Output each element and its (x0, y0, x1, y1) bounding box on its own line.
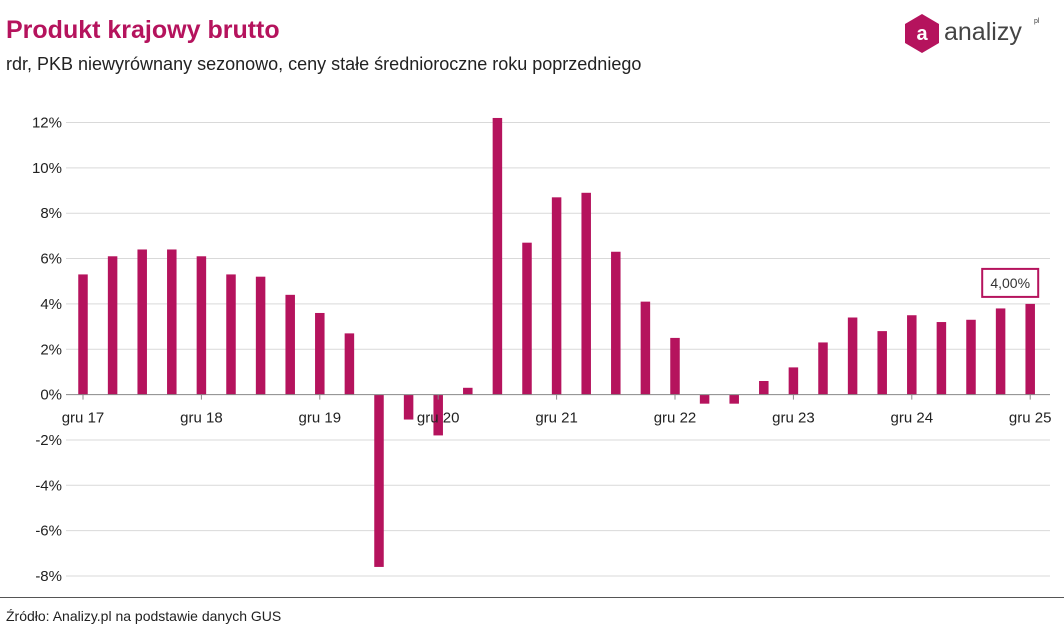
gdp-bar-chart: 12% 10% 8% 6% 4% 2% 0% -2% -4% -6% -8% gru 17 gru 18… (32, 115, 1052, 586)
logo-text: analizy (944, 18, 1022, 46)
bar (344, 333, 355, 395)
bar (137, 249, 147, 395)
bar (255, 276, 266, 395)
bar (611, 251, 621, 395)
y-tick-label: 12% (32, 115, 62, 132)
bar (167, 249, 177, 395)
logo-sup: pl (1034, 18, 1040, 25)
y-tick-label: 10% (32, 160, 62, 177)
source-divider (0, 597, 1064, 598)
y-tick-label: -2% (35, 432, 62, 449)
bar (78, 274, 88, 395)
bar (640, 301, 651, 395)
bar (1025, 303, 1035, 395)
bar (670, 337, 680, 395)
y-tick-label: -8% (35, 568, 62, 585)
chart-title: Produkt krajowy brutto (6, 16, 280, 44)
value-annotation-label: 4,00% (990, 275, 1030, 291)
bar (285, 294, 295, 395)
bar (995, 308, 1006, 395)
bar (818, 342, 828, 395)
y-tick-label: 2% (40, 341, 62, 358)
bar (196, 256, 207, 395)
bar (551, 197, 562, 395)
x-tick-label: gru 22 (654, 410, 697, 427)
bar (936, 322, 947, 395)
x-tick-label: gru 25 (1009, 410, 1052, 427)
y-tick-label: -4% (35, 477, 62, 494)
bar (907, 315, 917, 395)
x-tick-label: gru 17 (62, 410, 105, 427)
bar (463, 387, 473, 395)
bar (226, 274, 236, 395)
bar (107, 256, 118, 395)
chart-subtitle: rdr, PKB niewyrównany sezonowo, ceny sta… (6, 54, 642, 74)
y-tick-label: 6% (40, 251, 62, 268)
bar (315, 312, 325, 395)
bar (699, 394, 710, 404)
y-tick-label: 8% (40, 205, 62, 222)
x-tick-label: gru 20 (417, 410, 460, 427)
source-note: Źródło: Analizy.pl na podstawie danych G… (6, 608, 282, 624)
bar (522, 242, 532, 395)
x-tick-label: gru 21 (535, 410, 578, 427)
analizy-logo-icon: a (905, 14, 939, 53)
bar (759, 380, 769, 395)
x-tick-label: gru 19 (299, 410, 342, 427)
bar (877, 331, 887, 395)
x-tick-label: gru 24 (891, 410, 934, 427)
bar (966, 319, 976, 395)
bar (788, 367, 799, 395)
bar (492, 117, 503, 395)
value-annotation-box (981, 267, 1040, 298)
y-tick-label: 4% (40, 296, 62, 313)
bar (729, 394, 739, 404)
bar (374, 394, 384, 567)
bar (581, 192, 591, 395)
y-tick-label: -6% (35, 523, 62, 540)
x-tick-label: gru 23 (772, 410, 815, 427)
bar (433, 394, 443, 436)
bar (847, 317, 858, 395)
bar (403, 394, 414, 420)
y-tick-label: 0% (40, 387, 62, 404)
x-tick-label: gru 18 (180, 410, 223, 427)
logo-badge-letter: a (916, 23, 928, 45)
